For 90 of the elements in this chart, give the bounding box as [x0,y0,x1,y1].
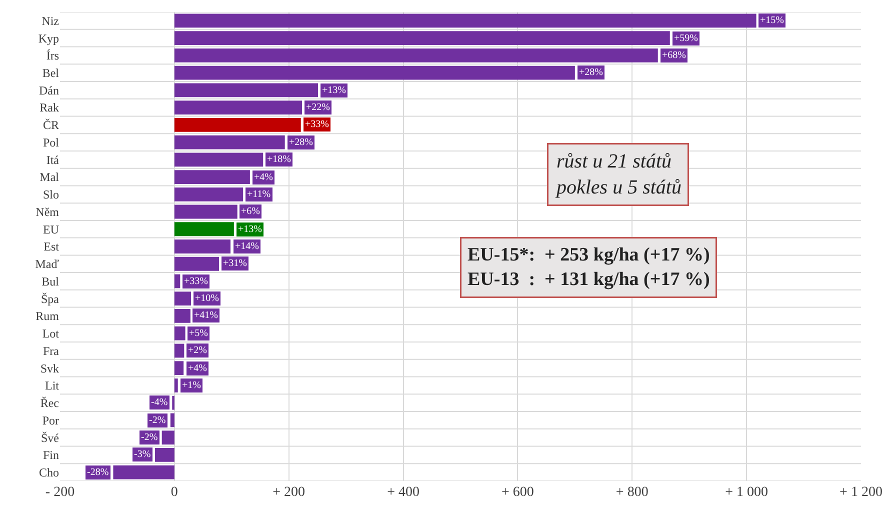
bar [174,14,756,28]
annotation: +4% [188,363,207,374]
x-tick-label: + 200 [272,485,306,500]
annotation: +5% [189,328,208,339]
annotation: +11% [247,189,271,200]
bar [174,118,301,132]
y-tick-label: Rak [40,100,59,115]
y-tick-label: Maď [35,257,60,272]
bar [174,326,186,340]
annotation: -3% [134,449,151,460]
y-tick-label: ČR [42,118,59,132]
y-tick-label: Špa [41,292,60,306]
bar [174,378,178,392]
y-tick-label: Kyp [38,31,59,46]
bar [174,170,250,184]
bar [174,187,244,202]
annotation: +14% [235,241,259,252]
x-tick-label: + 1 000 [725,485,768,500]
annotation: +68% [662,50,686,61]
annotation: EU-15*: + 253 kg/ha (+17 %) EU-13 : + 131 kg/ha (+17 %) [468,244,710,290]
y-tick-label: Švé [41,430,59,445]
y-tick-label: Por [42,413,59,428]
y-tick-label: Fin [42,448,59,462]
y-tick-label: EU [43,222,60,236]
y-tick-label: Mal [40,170,60,184]
y-tick-label: Rum [36,309,60,324]
bar [174,48,658,62]
bar [170,413,174,428]
annotation: -2% [149,415,166,426]
x-tick-label: + 600 [502,485,534,500]
y-tick-label: Írs [46,48,60,63]
annotation: +28% [289,137,313,148]
bar [174,135,285,150]
bar [174,240,230,254]
y-tick-label: Niz [42,14,59,28]
annotation: -2% [141,432,158,443]
annotation: +22% [306,102,330,113]
y-tick-label: Itá [46,152,60,167]
annotation: +13% [238,224,262,235]
y-tick-label: Lit [45,378,60,393]
bar [174,361,184,376]
y-tick-label: Pol [42,135,60,150]
annotation: +33% [184,276,208,287]
y-tick-label: Bul [42,274,60,288]
y-tick-label: Cho [38,466,59,480]
bar [174,309,190,323]
bar [174,222,234,236]
annotation: +4% [254,172,273,183]
annotation: růst u 21 států pokles u 5 států [554,150,682,198]
bar [113,465,174,480]
annotation: +2% [188,345,207,356]
bar [174,152,264,167]
annotation: +41% [194,310,218,321]
annotation: +31% [223,258,247,269]
annotation: -4% [151,397,168,408]
bar [174,66,575,80]
y-tick-label: Est [44,240,60,254]
y-tick-label: Svk [40,361,59,376]
bar [174,204,238,219]
annotation: +28% [579,67,603,78]
bar [174,344,184,358]
bar [174,292,192,306]
bar [174,274,180,288]
bar [174,256,220,271]
annotation: +10% [195,293,219,304]
bar [154,448,174,462]
x-tick-label: 0 [170,485,178,500]
y-tick-label: Slo [42,188,59,202]
y-tick-label: Řec [40,396,59,410]
annotation: +6% [241,206,260,217]
annotation: +33% [305,119,329,130]
y-tick-label: Něm [36,204,60,219]
x-tick-label: + 800 [616,485,648,500]
x-tick-label: - 200 [45,485,75,500]
annotation: +13% [322,85,346,96]
annotation: +15% [760,15,784,26]
y-tick-label: Dán [39,83,59,98]
bar [174,100,302,114]
annotation: +1% [182,380,201,391]
bar [162,430,174,445]
x-tick-label: + 1 200 [840,485,882,500]
x-tick-label: + 400 [387,485,420,500]
y-tick-label: Bel [42,66,60,80]
bar [174,31,670,45]
annotation: +18% [267,154,291,165]
y-tick-label: Lot [42,326,60,341]
annotation: +59% [674,33,698,44]
bar [174,83,318,98]
y-tick-label: Fra [43,344,60,358]
annotation: -28% [87,467,109,478]
